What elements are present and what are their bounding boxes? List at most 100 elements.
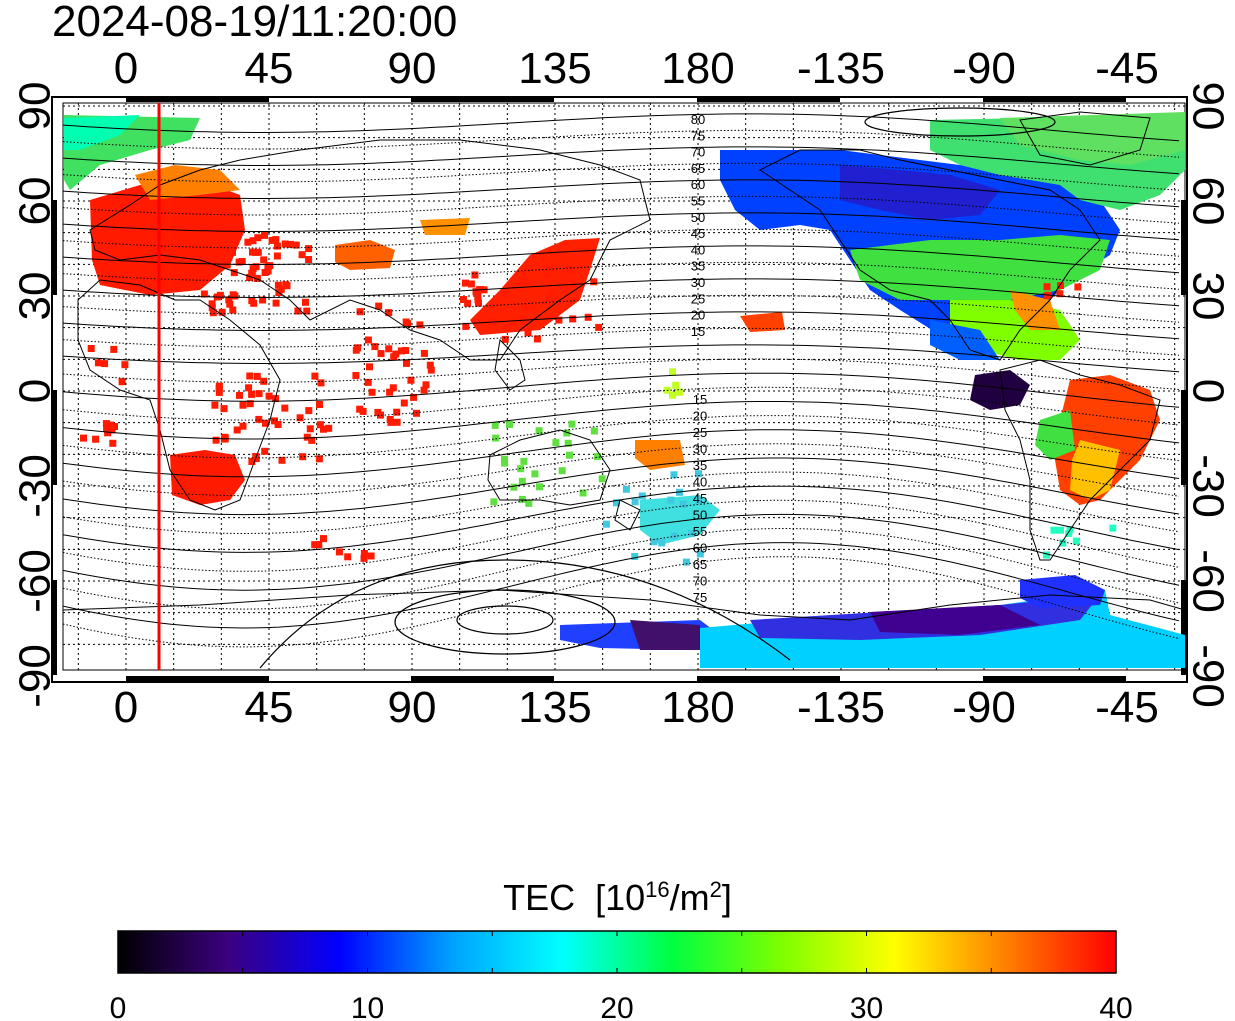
tec-station-point	[631, 553, 639, 560]
tec-station-point	[464, 299, 472, 307]
tec-station-point	[102, 420, 110, 428]
tec-station-point	[274, 421, 282, 428]
tec-station-point	[400, 399, 408, 407]
contour-label-south: 20	[693, 409, 707, 424]
tec-station-point	[244, 238, 252, 246]
tec-station-point	[273, 252, 281, 260]
tec-station-point	[564, 439, 572, 447]
tec-station-point	[518, 495, 526, 503]
tec-station-point	[278, 456, 286, 464]
tec-station-point	[233, 426, 241, 434]
y-tick-left-label: 30	[11, 272, 60, 321]
tec-station-point	[335, 548, 343, 556]
tec-station-point	[253, 372, 261, 380]
tec-station-point	[282, 281, 290, 289]
x-tick-bottom-label: -45	[1095, 683, 1159, 732]
tec-station-point	[229, 291, 237, 299]
tec-station-point	[416, 321, 424, 329]
colorbar-tick-label: 40	[1099, 992, 1132, 1021]
tec-station-point	[306, 425, 314, 433]
tec-station-point	[377, 350, 385, 358]
tec-station-point	[548, 289, 556, 297]
tec-station-point	[239, 401, 247, 409]
tec-station-point	[510, 319, 517, 327]
contour-label-north: 20	[691, 308, 705, 323]
tec-station-point	[393, 408, 401, 416]
tec-station-point	[209, 309, 217, 317]
tec-station-point	[220, 405, 228, 413]
y-tick-left-label: 90	[11, 82, 60, 131]
tec-station-point	[277, 285, 285, 293]
contour-label-south: 55	[693, 524, 707, 539]
tec-station-point	[259, 296, 267, 304]
tec-station-point	[359, 407, 367, 415]
tec-station-point	[1065, 530, 1073, 537]
tec-station-point	[524, 329, 532, 337]
y-axis-right-labels: 90 60 30 0 -30 -60 -90	[1183, 82, 1232, 708]
tec-station-point	[303, 433, 311, 441]
tec-station-point	[360, 554, 368, 562]
x-axis-bottom-labels: 0 45 90 135 180 -135 -90 -45	[114, 683, 1159, 732]
tec-station-point	[296, 414, 304, 422]
tec-station-point	[667, 496, 675, 504]
tec-station-point	[215, 382, 223, 390]
tec-station-point	[121, 361, 129, 369]
y-tick-right-label: 0	[1183, 379, 1232, 403]
tec-station-point	[264, 267, 272, 275]
tec-station-point	[92, 435, 100, 443]
colorbar-ticks: 0 10 20 30 40	[110, 931, 1133, 1021]
tec-station-point	[410, 393, 418, 401]
tec-station-point	[529, 302, 537, 310]
tec-station-point	[315, 541, 323, 549]
tec-station-point	[248, 390, 256, 398]
tec-station-point	[255, 390, 263, 398]
tec-station-point	[221, 433, 229, 441]
tec-station-point	[305, 256, 313, 263]
tec-station-point	[407, 376, 415, 384]
tec-station-point	[299, 453, 307, 461]
tec-station-point	[389, 384, 397, 392]
y-tick-right-label: 60	[1183, 177, 1232, 226]
tec-station-point	[308, 436, 316, 444]
tec-station-point	[207, 258, 215, 266]
colorbar-quantity: TEC	[503, 877, 576, 918]
tec-station-point	[613, 499, 620, 507]
tec-station-point	[563, 429, 571, 437]
y-tick-right-label: -90	[1183, 644, 1232, 708]
colorbar-unit-exponent: 16	[645, 877, 670, 902]
tec-station-point	[200, 290, 208, 298]
tec-station-point	[1043, 292, 1051, 300]
tec-station-point	[265, 392, 273, 400]
tec-station-point	[669, 368, 676, 376]
tec-station-point	[111, 423, 118, 430]
colorbar-unit-exponent2: 2	[709, 877, 722, 902]
tec-station-point	[325, 424, 333, 432]
tec-station-point	[260, 377, 268, 385]
contour-label-north: 50	[691, 210, 705, 225]
tec-station-point	[281, 240, 289, 248]
y-tick-right-label: 30	[1183, 272, 1232, 321]
colorbar-tick-label: 30	[850, 992, 883, 1021]
tec-station-point	[239, 422, 247, 430]
tec-station-point	[555, 316, 563, 324]
tec-station-point	[261, 231, 268, 239]
tec-station-point	[246, 274, 254, 281]
tec-station-point	[368, 388, 376, 396]
tec-station-point	[252, 453, 260, 460]
colorbar-unit-mid: /m	[669, 877, 710, 918]
x-tick-top-label: 0	[114, 44, 138, 93]
tec-station-point	[501, 335, 509, 343]
tec-station-point	[1072, 537, 1080, 545]
tec-station-point	[246, 400, 254, 408]
x-tick-bottom-label: -90	[952, 683, 1016, 732]
tec-station-point	[622, 485, 630, 493]
tec-station-point	[374, 408, 382, 416]
tec-station-point	[546, 265, 554, 272]
y-tick-right-label: -60	[1183, 549, 1232, 613]
tec-station-point	[364, 378, 372, 386]
contour-label-south: 60	[693, 541, 707, 556]
tec-station-point	[302, 298, 309, 306]
tec-station-point	[1109, 524, 1117, 532]
contour-label-north: 35	[691, 259, 705, 274]
tec-station-point	[650, 538, 658, 546]
